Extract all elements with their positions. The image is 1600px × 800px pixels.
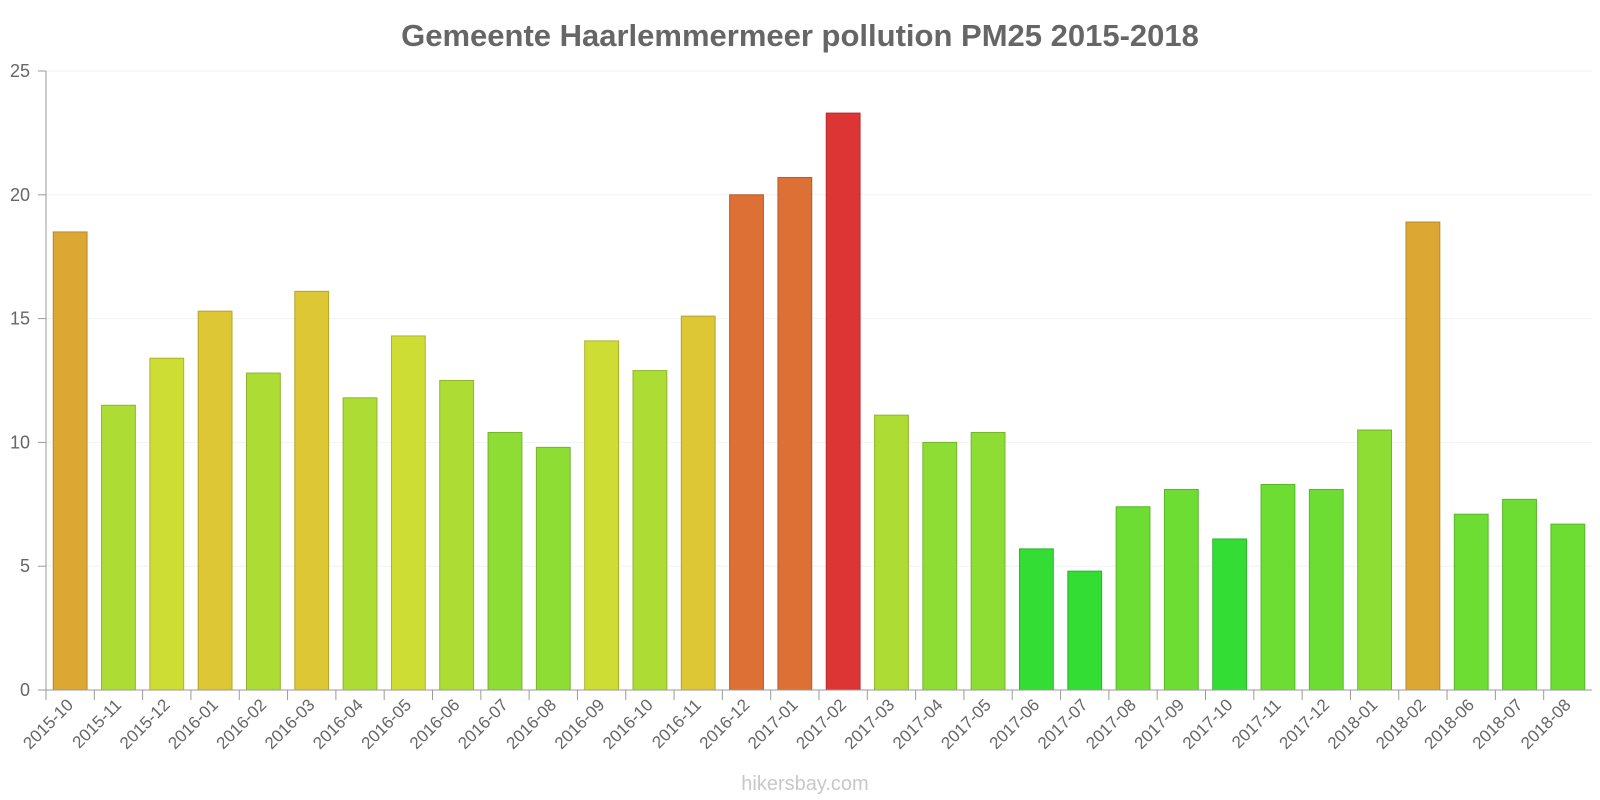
x-tick-label-2016-02: 2016-02: [213, 695, 271, 753]
x-tick-label-2017-06: 2017-06: [986, 695, 1044, 753]
x-tick-label-2016-11: 2016-11: [648, 695, 705, 752]
bar-2017-01: [777, 176, 813, 691]
x-tick-label-2018-01: 2018-01: [1324, 695, 1382, 753]
bar-2017-11: [1260, 483, 1296, 691]
bar-2016-12: [729, 194, 764, 691]
chart-title: Gemeente Haarlemmermeer pollution PM25 2…: [401, 18, 1199, 53]
x-tick-label-2017-08: 2017-08: [1082, 695, 1140, 753]
x-tick-label-2017-04: 2017-04: [889, 695, 947, 753]
x-tick-label-2016-03: 2016-03: [261, 695, 319, 753]
y-tick-label-0: 0: [20, 680, 30, 700]
bar-2016-03: [294, 290, 330, 691]
bar-2017-05: [970, 431, 1006, 691]
x-tick-label-2016-01: 2016-01: [164, 695, 222, 753]
x-tick-label-2017-07: 2017-07: [1034, 695, 1092, 753]
y-tick-label-15: 15: [10, 309, 30, 329]
x-tick-label-2017-03: 2017-03: [841, 695, 899, 753]
bar-2016-11: [680, 315, 716, 691]
bar-2018-06: [1453, 513, 1489, 691]
x-tick-label-2017-12: 2017-12: [1276, 695, 1334, 753]
bar-2017-12: [1308, 488, 1344, 691]
bar-2016-01: [197, 310, 233, 691]
bar-2017-08: [1115, 506, 1151, 691]
x-tick-label-2017-05: 2017-05: [937, 695, 995, 753]
y-tick-label-5: 5: [20, 556, 30, 576]
x-tick-label-2016-12: 2016-12: [696, 695, 754, 753]
x-axis-ticks: 2015-102015-112015-122016-012016-022016-…: [19, 690, 1575, 753]
bar-2016-08: [535, 446, 571, 691]
bar-2017-02: [825, 112, 861, 691]
x-tick-label-2015-11: 2015-11: [69, 695, 126, 752]
bar-2018-08: [1550, 523, 1586, 691]
bar-2016-07: [487, 431, 523, 691]
x-tick-label-2015-12: 2015-12: [116, 695, 174, 753]
bar-2018-01: [1357, 429, 1393, 691]
bar-2018-02: [1405, 221, 1441, 691]
x-tick-label-2015-10: 2015-10: [19, 695, 77, 753]
x-tick-label-2016-04: 2016-04: [309, 695, 367, 753]
y-tick-label-20: 20: [10, 185, 30, 205]
x-tick-label-2018-08: 2018-08: [1517, 695, 1575, 753]
x-tick-label-2016-07: 2016-07: [454, 695, 512, 753]
bar-2016-02: [245, 372, 281, 691]
x-tick-label-2017-11: 2017-11: [1228, 695, 1285, 752]
y-tick-label-25: 25: [10, 61, 30, 81]
x-tick-label-2016-08: 2016-08: [503, 695, 561, 753]
bar-2016-06: [439, 380, 475, 691]
x-tick-label-2016-06: 2016-06: [406, 695, 464, 753]
x-tick-label-2016-05: 2016-05: [358, 695, 416, 753]
bar-2016-09: [584, 340, 620, 691]
bar-2017-10: [1212, 538, 1248, 691]
bar-2017-09: [1163, 488, 1199, 691]
bar-2017-06: [1018, 548, 1054, 691]
bar-2017-03: [874, 414, 909, 691]
y-tick-label-10: 10: [10, 432, 30, 452]
bar-2017-04: [922, 441, 958, 691]
bar-2016-04: [342, 397, 378, 691]
x-tick-label-2018-07: 2018-07: [1469, 695, 1527, 753]
bar-series: [52, 112, 1586, 691]
x-tick-label-2018-06: 2018-06: [1420, 695, 1478, 753]
x-tick-label-2017-02: 2017-02: [792, 695, 850, 753]
bar-2016-05: [390, 335, 426, 691]
y-axis-ticks: 0 5 10 15 20 25: [10, 61, 46, 700]
bar-2016-10: [632, 370, 668, 691]
x-tick-label-2017-10: 2017-10: [1179, 695, 1237, 753]
bar-2015-11: [101, 404, 136, 691]
x-tick-label-2017-09: 2017-09: [1131, 695, 1189, 753]
bar-2015-12: [149, 357, 185, 691]
watermark: hikersbay.com: [741, 773, 868, 795]
x-tick-label-2018-02: 2018-02: [1372, 695, 1430, 753]
bar-2018-07: [1502, 498, 1537, 691]
x-tick-label-2017-01: 2017-01: [744, 695, 802, 753]
bar-2015-10: [52, 231, 88, 691]
bar-2017-07: [1067, 570, 1103, 691]
x-tick-label-2016-10: 2016-10: [599, 695, 657, 753]
x-tick-label-2016-09: 2016-09: [551, 695, 609, 753]
